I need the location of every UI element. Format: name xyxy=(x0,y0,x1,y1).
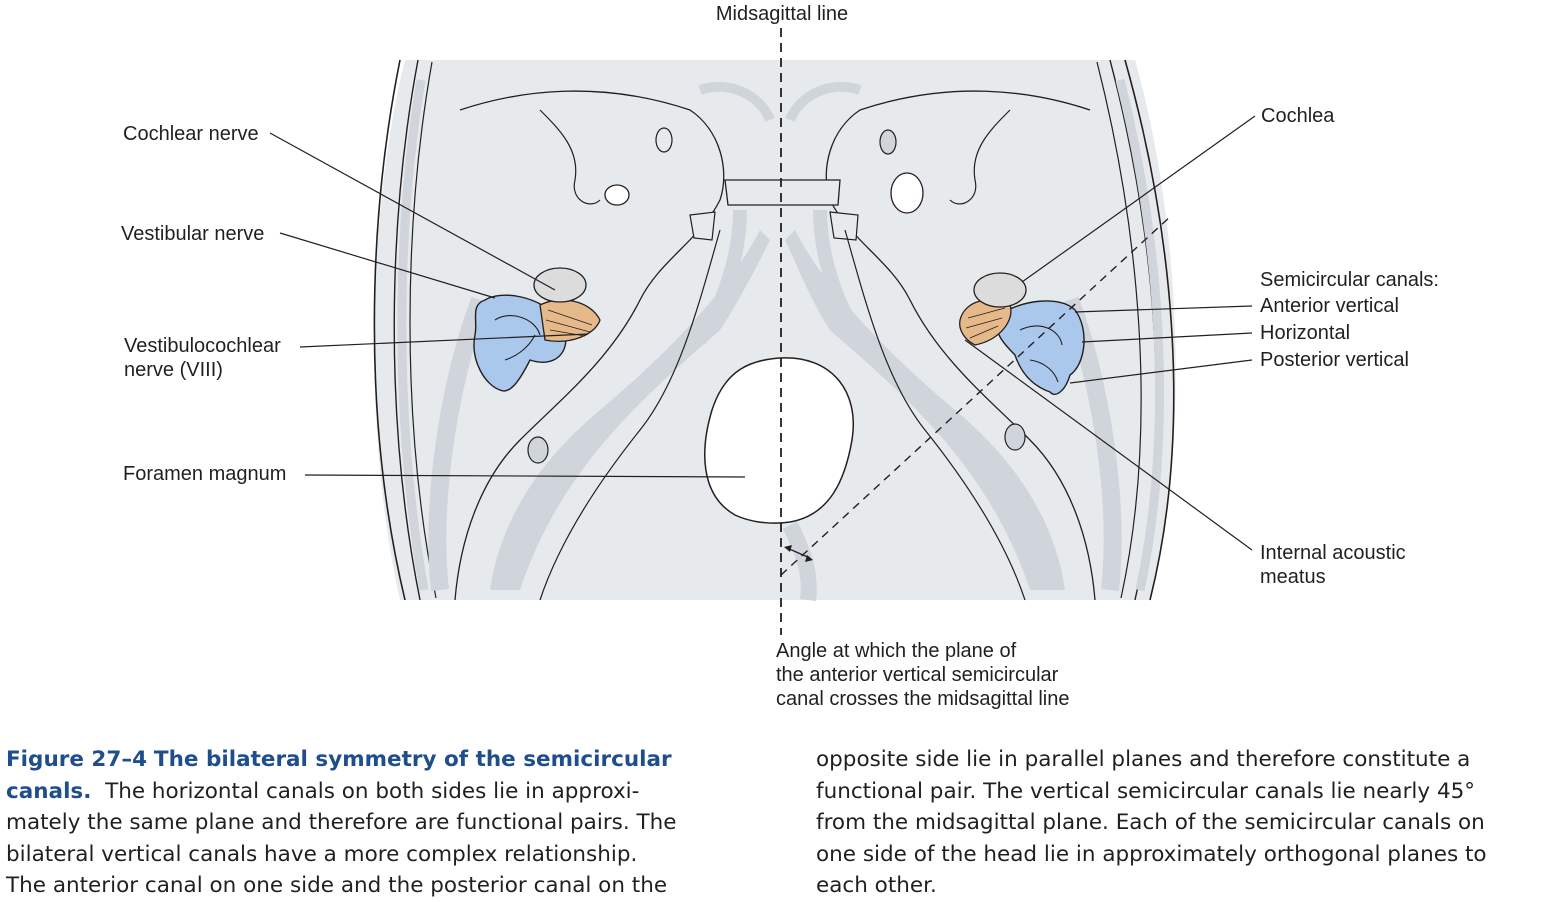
label-cochlear-nerve: Cochlear nerve xyxy=(123,123,259,145)
label-vestibulocochlear-nerve-2: nerve (VIII) xyxy=(124,359,223,381)
leader-lines xyxy=(269,115,1256,551)
caption-line: Figure 27–4 The bilateral symmetry of th… xyxy=(6,744,751,776)
left-inner-ear xyxy=(473,267,601,392)
angle-arrow xyxy=(784,545,813,562)
figure-title-end: canals. xyxy=(6,778,92,804)
label-internal-acoustic-meatus-1: Internal acoustic xyxy=(1260,542,1406,564)
caption-line: each other. xyxy=(816,873,937,898)
label-vestibulocochlear-nerve-1: Vestibulocochlear xyxy=(124,335,281,357)
caption-line: mately the same plane and therefore are … xyxy=(6,810,677,835)
caption-column-2: opposite side lie in parallel planes and… xyxy=(816,744,1562,902)
label-internal-acoustic-meatus-2: meatus xyxy=(1260,566,1326,588)
label-horizontal: Horizontal xyxy=(1260,322,1350,344)
foramen-magnum-shape xyxy=(704,357,854,524)
label-semicircular-canals: Semicircular canals: xyxy=(1260,269,1439,291)
label-angle-1: Angle at which the plane of xyxy=(776,640,1017,662)
label-posterior-vertical: Posterior vertical xyxy=(1260,349,1409,371)
semicircular-canals-figure: Midsagittal line Cochlear nerve Vestibul… xyxy=(121,3,1439,710)
caption-line: The anterior canal on one side and the p… xyxy=(6,873,668,898)
canal-plane-line xyxy=(780,214,1173,576)
caption-line: bilateral vertical canals have a more co… xyxy=(6,841,638,867)
label-angle-2: the anterior vertical semicircular xyxy=(776,664,1059,686)
caption-column-1: Figure 27–4 The bilateral symmetry of th… xyxy=(6,744,751,902)
caption-line: canals. The horizontal canals on both si… xyxy=(6,776,751,808)
caption-line: from the midsagittal plane. Each of the … xyxy=(816,810,1485,835)
right-inner-ear xyxy=(959,272,1085,395)
caption-line: one side of the head lie in approximatel… xyxy=(816,841,1487,867)
caption-line: opposite side lie in parallel planes and… xyxy=(816,747,1471,772)
label-anterior-vertical: Anterior vertical xyxy=(1260,295,1399,317)
label-cochlea: Cochlea xyxy=(1261,105,1335,127)
label-vestibular-nerve: Vestibular nerve xyxy=(121,223,264,245)
label-angle-3: canal crosses the midsagittal line xyxy=(776,688,1069,710)
figure-number: Figure 27–4 xyxy=(6,747,148,772)
figure-caption: Figure 27–4 The bilateral symmetry of th… xyxy=(6,744,1562,899)
caption-text: The horizontal canals on both sides lie … xyxy=(105,778,640,804)
label-midsagittal-line: Midsagittal line xyxy=(716,3,848,25)
figure-title: The bilateral symmetry of the semicircul… xyxy=(153,747,672,772)
caption-line: functional pair. The vertical semicircul… xyxy=(816,778,1476,804)
skull-base xyxy=(373,59,1176,602)
label-foramen-magnum: Foramen magnum xyxy=(123,463,286,485)
